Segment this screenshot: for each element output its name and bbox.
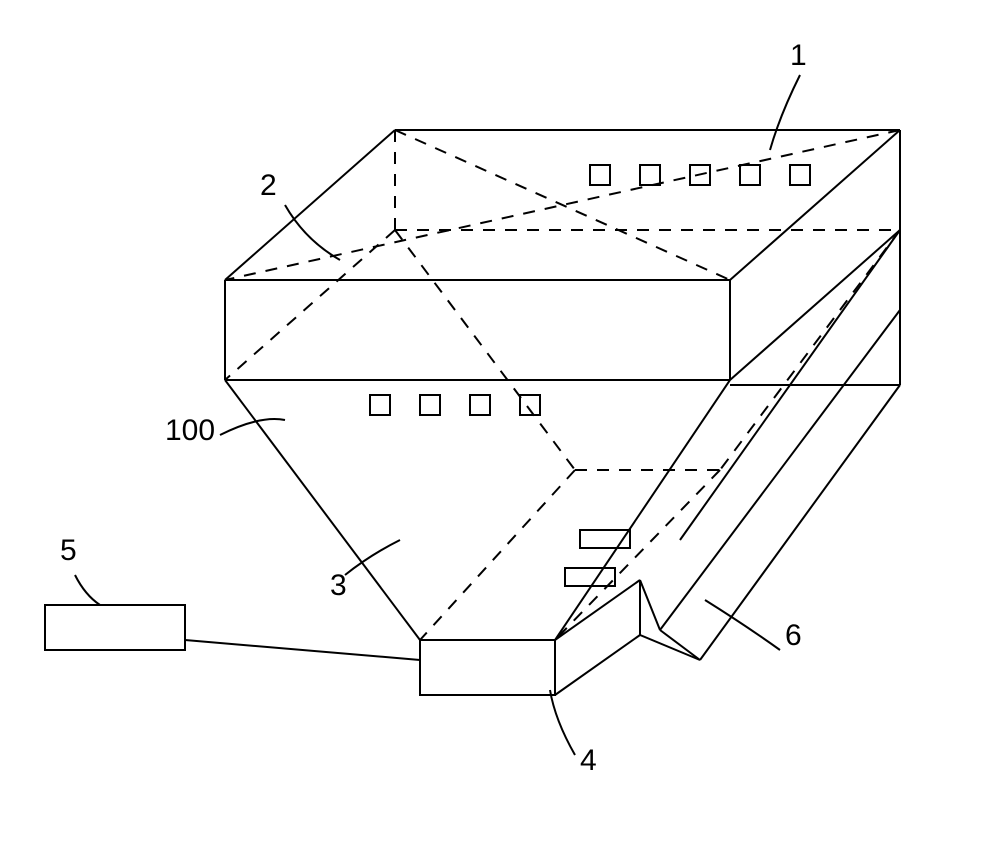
label-l5: 5: [60, 534, 77, 567]
label-l3: 3: [330, 569, 347, 602]
label-l2: 2: [260, 169, 277, 202]
label-l100: 100: [165, 414, 215, 447]
label-l4: 4: [580, 744, 597, 777]
label-l6: 6: [785, 619, 802, 652]
label-l1: 1: [790, 39, 807, 72]
